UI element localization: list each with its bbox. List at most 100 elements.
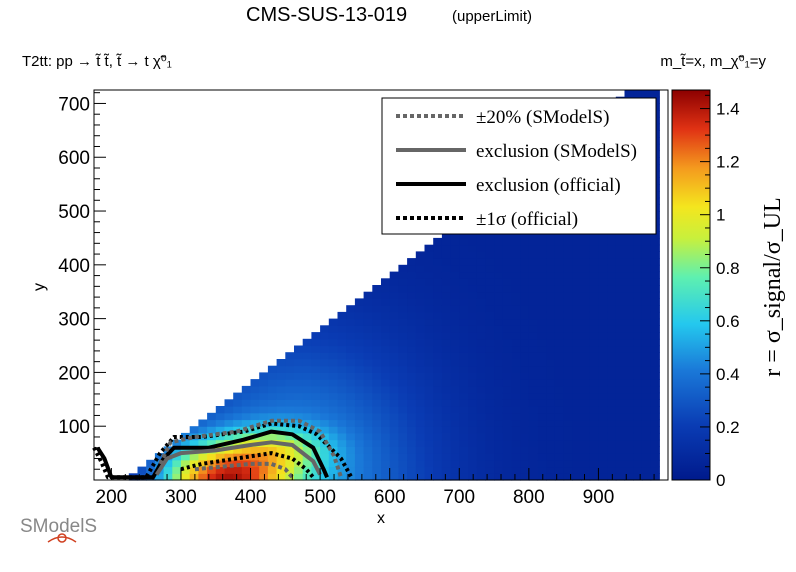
heatmap-cell <box>320 352 330 360</box>
heatmap-cell <box>494 352 504 360</box>
heatmap-cell <box>302 432 312 441</box>
heatmap-cell <box>494 473 504 481</box>
heatmap-cell <box>502 473 513 481</box>
heatmap-cell <box>494 318 504 326</box>
heatmap-cell <box>511 285 521 293</box>
heatmap-cell <box>320 379 330 387</box>
heatmap-cell <box>528 372 539 380</box>
z-tick-label: 1 <box>716 206 725 225</box>
heatmap-cell <box>581 466 591 474</box>
heatmap-cell <box>372 365 382 373</box>
heatmap-cell <box>537 392 547 400</box>
heatmap-cell <box>346 426 356 434</box>
heatmap-cell <box>407 332 417 340</box>
heatmap-cell <box>502 237 513 246</box>
heatmap-cell <box>598 285 608 293</box>
heatmap-cell <box>476 352 486 360</box>
heatmap-cell <box>581 237 591 246</box>
heatmap-cell <box>581 399 591 407</box>
heatmap-cell <box>468 359 478 367</box>
heatmap-cell <box>520 291 530 299</box>
heatmap-cell <box>328 439 339 447</box>
heatmap-cell <box>285 365 295 373</box>
legend-label: ±1σ (official) <box>476 209 578 230</box>
heatmap-cell <box>389 399 399 407</box>
heatmap-cell <box>372 439 382 447</box>
heatmap-cell <box>589 406 599 414</box>
heatmap-cell <box>528 466 539 474</box>
heatmap-cell <box>450 311 460 320</box>
heatmap-cell <box>311 338 321 347</box>
heatmap-cell <box>624 305 634 313</box>
heatmap-cell <box>424 258 434 266</box>
heatmap-cell <box>320 426 330 434</box>
heatmap-cell <box>485 439 495 447</box>
heatmap-cell <box>398 473 408 481</box>
heatmap-cell <box>633 459 643 468</box>
heatmap-cell <box>537 412 547 421</box>
heatmap-cell <box>624 251 634 259</box>
heatmap-cell <box>433 473 443 481</box>
heatmap-cell <box>346 311 356 320</box>
heatmap-cell <box>485 332 495 340</box>
heatmap-cell <box>546 399 556 407</box>
heatmap-cell <box>372 466 382 474</box>
heatmap-cell <box>633 365 643 373</box>
heatmap-cell <box>589 359 599 367</box>
heatmap-cell <box>441 338 452 347</box>
heatmap-cell <box>607 237 617 246</box>
heatmap-cell <box>381 311 391 320</box>
heatmap-cell <box>259 453 269 461</box>
heatmap-cell <box>546 365 556 373</box>
heatmap-cell <box>450 372 460 380</box>
heatmap-cell <box>633 90 643 98</box>
heatmap-cell <box>554 332 565 340</box>
heatmap-cell <box>520 359 530 367</box>
heatmap-cell <box>468 399 478 407</box>
heatmap-cell <box>633 285 643 293</box>
heatmap-cell <box>250 412 260 421</box>
heatmap-cell <box>563 291 573 299</box>
heatmap-cell <box>520 473 530 481</box>
heatmap-cell <box>398 278 408 286</box>
heatmap-cell <box>641 399 652 407</box>
heatmap-cell <box>415 432 426 441</box>
heatmap-cell <box>485 311 495 320</box>
heatmap-cell <box>407 345 417 353</box>
heatmap-cell <box>294 352 304 360</box>
heatmap-cell <box>546 258 556 266</box>
heatmap-cell <box>354 298 365 306</box>
heatmap-cell <box>476 231 486 239</box>
heatmap-cell <box>381 325 391 333</box>
heatmap-cell <box>363 345 373 353</box>
heatmap-cell <box>485 379 495 387</box>
heatmap-cell <box>650 392 660 400</box>
heatmap-cell <box>441 426 452 434</box>
heatmap-cell <box>485 426 495 434</box>
heatmap-cell <box>259 426 269 434</box>
heatmap-cell <box>302 365 312 373</box>
heatmap-cell <box>476 439 486 447</box>
heatmap-cell <box>563 244 573 252</box>
heatmap-cell <box>337 332 347 340</box>
heatmap-cell <box>615 439 626 447</box>
heatmap-cell <box>589 258 599 266</box>
heatmap-cell <box>224 459 234 468</box>
heatmap-cell <box>354 392 365 400</box>
heatmap-cell <box>633 426 643 434</box>
heatmap-cell <box>581 439 591 447</box>
heatmap-cell <box>650 412 660 421</box>
heatmap-cell <box>407 439 417 447</box>
heatmap-cell <box>433 258 443 266</box>
heatmap-cell <box>641 278 652 286</box>
heatmap-cell <box>554 285 565 293</box>
heatmap-cell <box>520 466 530 474</box>
heatmap-cell <box>285 466 295 474</box>
heatmap-cell <box>468 426 478 434</box>
heatmap-cell <box>407 311 417 320</box>
heatmap-cell <box>441 385 452 394</box>
heatmap-cell <box>615 432 626 441</box>
heatmap-cell <box>415 466 426 474</box>
heatmap-cell <box>450 459 460 468</box>
heatmap-cell <box>502 406 513 414</box>
